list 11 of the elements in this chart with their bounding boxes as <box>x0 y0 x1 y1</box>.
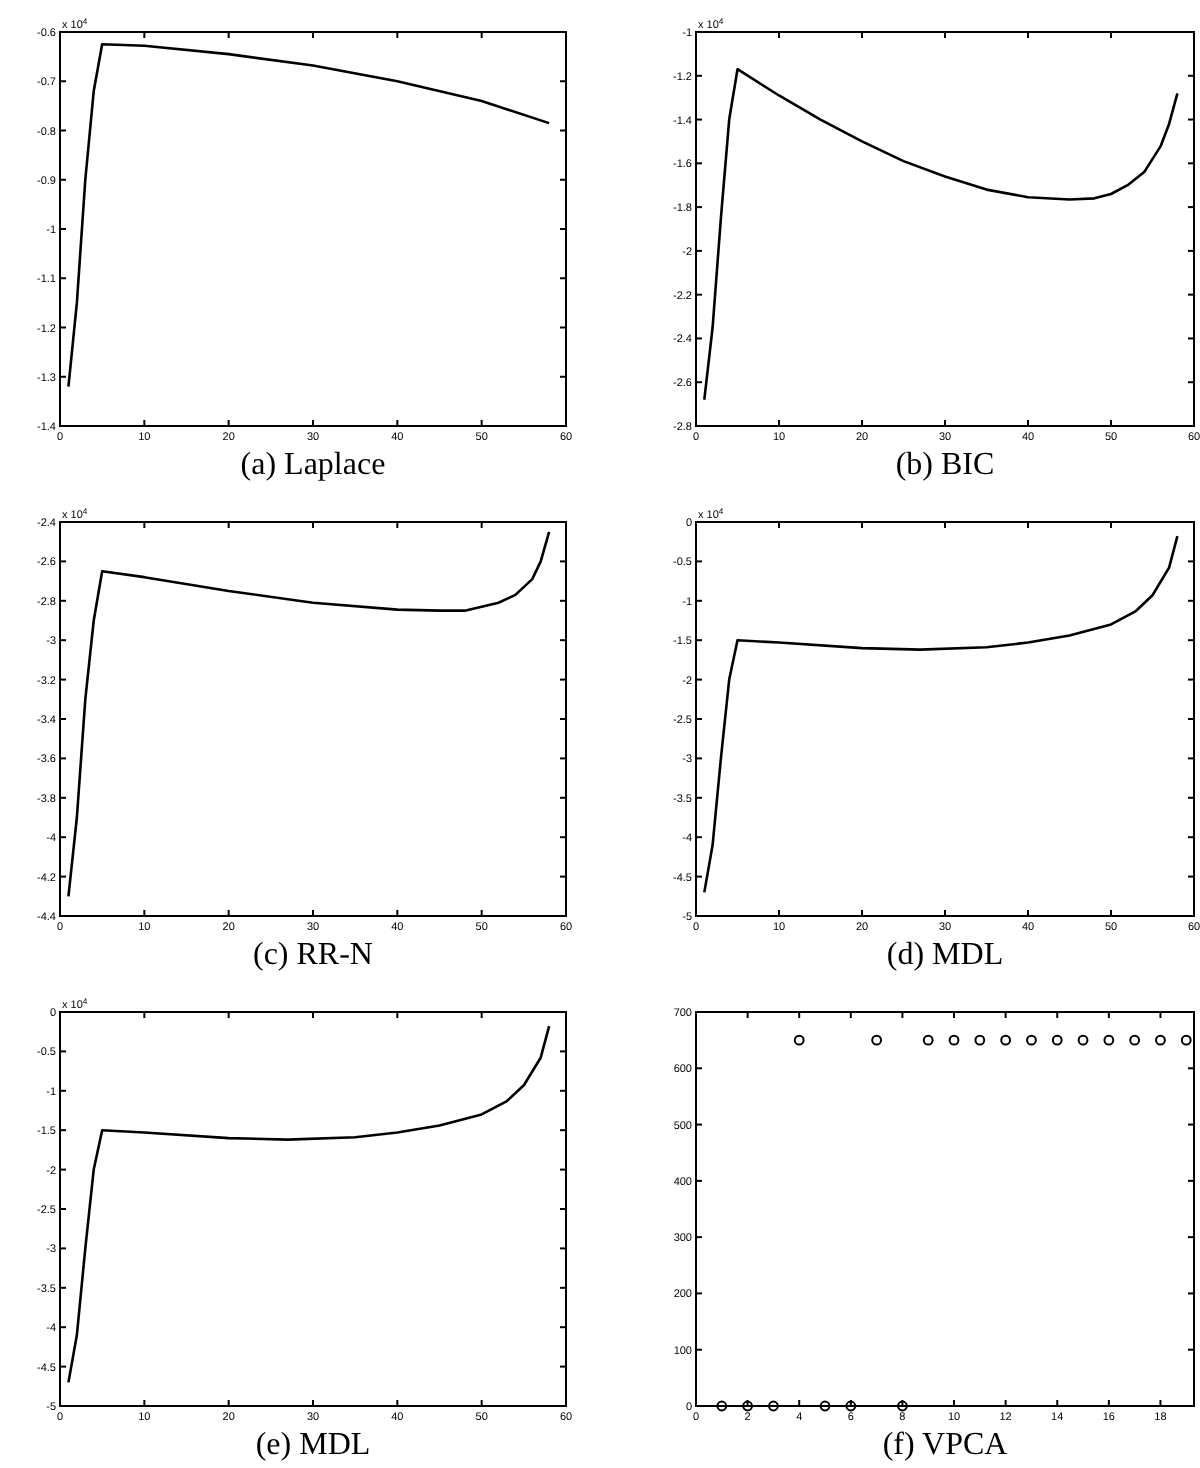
text: (f) VPCA <box>882 1428 1009 1462</box>
line-series <box>67 1024 551 1384</box>
text: (d) MDL <box>886 938 1004 972</box>
line-series <box>703 67 1179 402</box>
text: (b) BIC <box>895 448 995 482</box>
text: (c) RR-N <box>253 938 374 972</box>
line-series <box>67 43 551 388</box>
line-series <box>703 534 1179 894</box>
line-series <box>67 530 551 898</box>
text: (e) MDL <box>255 1428 371 1462</box>
text: (a) Laplace <box>240 448 386 482</box>
